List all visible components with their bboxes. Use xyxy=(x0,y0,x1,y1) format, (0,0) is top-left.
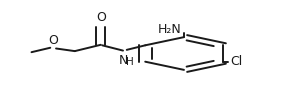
Text: H₂N: H₂N xyxy=(158,23,182,36)
Text: N: N xyxy=(118,54,128,67)
Text: O: O xyxy=(48,34,58,47)
Text: Cl: Cl xyxy=(230,55,242,68)
Text: H: H xyxy=(126,57,133,67)
Text: O: O xyxy=(96,11,106,24)
